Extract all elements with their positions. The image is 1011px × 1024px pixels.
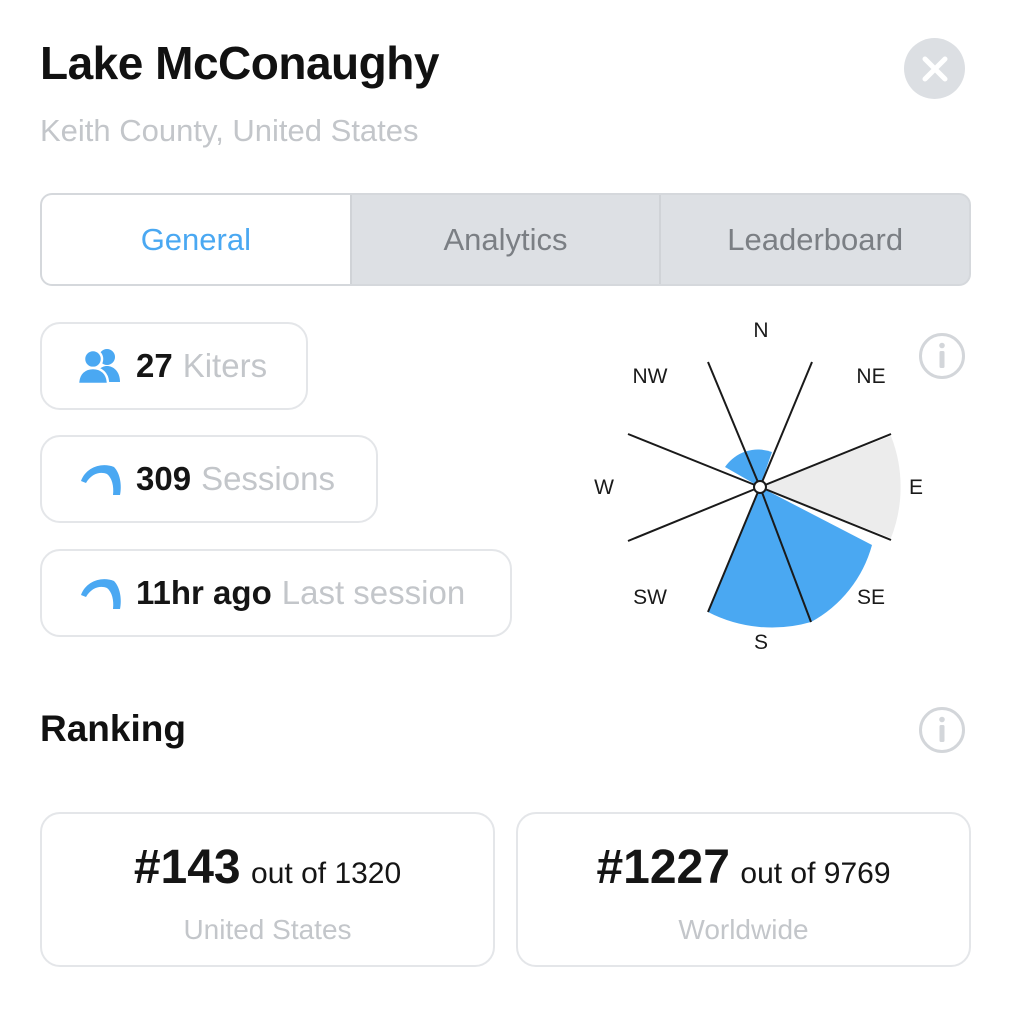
wind-sector-south bbox=[708, 487, 811, 628]
kiters-label: Kiters bbox=[182, 347, 268, 384]
compass-label-e: E bbox=[909, 476, 923, 499]
tab-bar: General Analytics Leaderboard bbox=[40, 193, 971, 286]
kite-icon bbox=[76, 459, 124, 499]
kiters-count: 27 bbox=[136, 347, 173, 384]
wind-rose: N NE E SE S SW W NW bbox=[594, 319, 923, 654]
wind-sector-southeast bbox=[760, 487, 872, 622]
rank-total: out of 1320 bbox=[251, 857, 402, 890]
rank-card-worldwide: #1227 out of 9769 Worldwide bbox=[516, 812, 971, 967]
compass-label-se: SE bbox=[857, 586, 885, 609]
compass-label-s: S bbox=[754, 631, 768, 654]
close-icon bbox=[922, 56, 947, 81]
rank-scope: Worldwide bbox=[678, 914, 809, 945]
tab-general[interactable]: General bbox=[42, 195, 350, 284]
tab-leaderboard[interactable]: Leaderboard bbox=[659, 195, 969, 284]
last-session-label: Last session bbox=[281, 574, 466, 611]
info-icon[interactable] bbox=[918, 706, 966, 754]
people-icon bbox=[76, 346, 124, 386]
info-icon[interactable] bbox=[918, 332, 966, 380]
close-button[interactable] bbox=[904, 38, 965, 99]
compass-label-w: W bbox=[594, 476, 614, 499]
rank-card-country: #143 out of 1320 United States bbox=[40, 812, 495, 967]
compass-label-n: N bbox=[753, 319, 768, 342]
rank-number: #143 bbox=[133, 841, 241, 894]
rank-scope: United States bbox=[183, 914, 352, 945]
compass-label-nw: NW bbox=[633, 365, 668, 388]
ranking-title: Ranking bbox=[40, 708, 186, 749]
last-session-time: 11hr ago bbox=[136, 574, 272, 611]
last-session-stat: 11hr ago Last session bbox=[40, 549, 512, 637]
compass-label-sw: SW bbox=[633, 586, 667, 609]
tab-analytics[interactable]: Analytics bbox=[349, 195, 660, 284]
kiters-stat: 27 Kiters bbox=[40, 322, 308, 410]
spot-title: Lake McConaughy bbox=[40, 37, 439, 89]
sessions-label: Sessions bbox=[201, 460, 335, 497]
sessions-count: 309 bbox=[136, 460, 192, 497]
kite-icon bbox=[76, 573, 124, 613]
wind-sector-northwest bbox=[725, 449, 772, 487]
spot-location: Keith County, United States bbox=[40, 113, 419, 148]
compass-label-ne: NE bbox=[856, 365, 885, 388]
sessions-stat: 309 Sessions bbox=[40, 435, 378, 523]
rank-number: #1227 bbox=[596, 841, 730, 894]
wind-sector-east bbox=[760, 436, 901, 538]
rank-total: out of 9769 bbox=[740, 857, 891, 890]
